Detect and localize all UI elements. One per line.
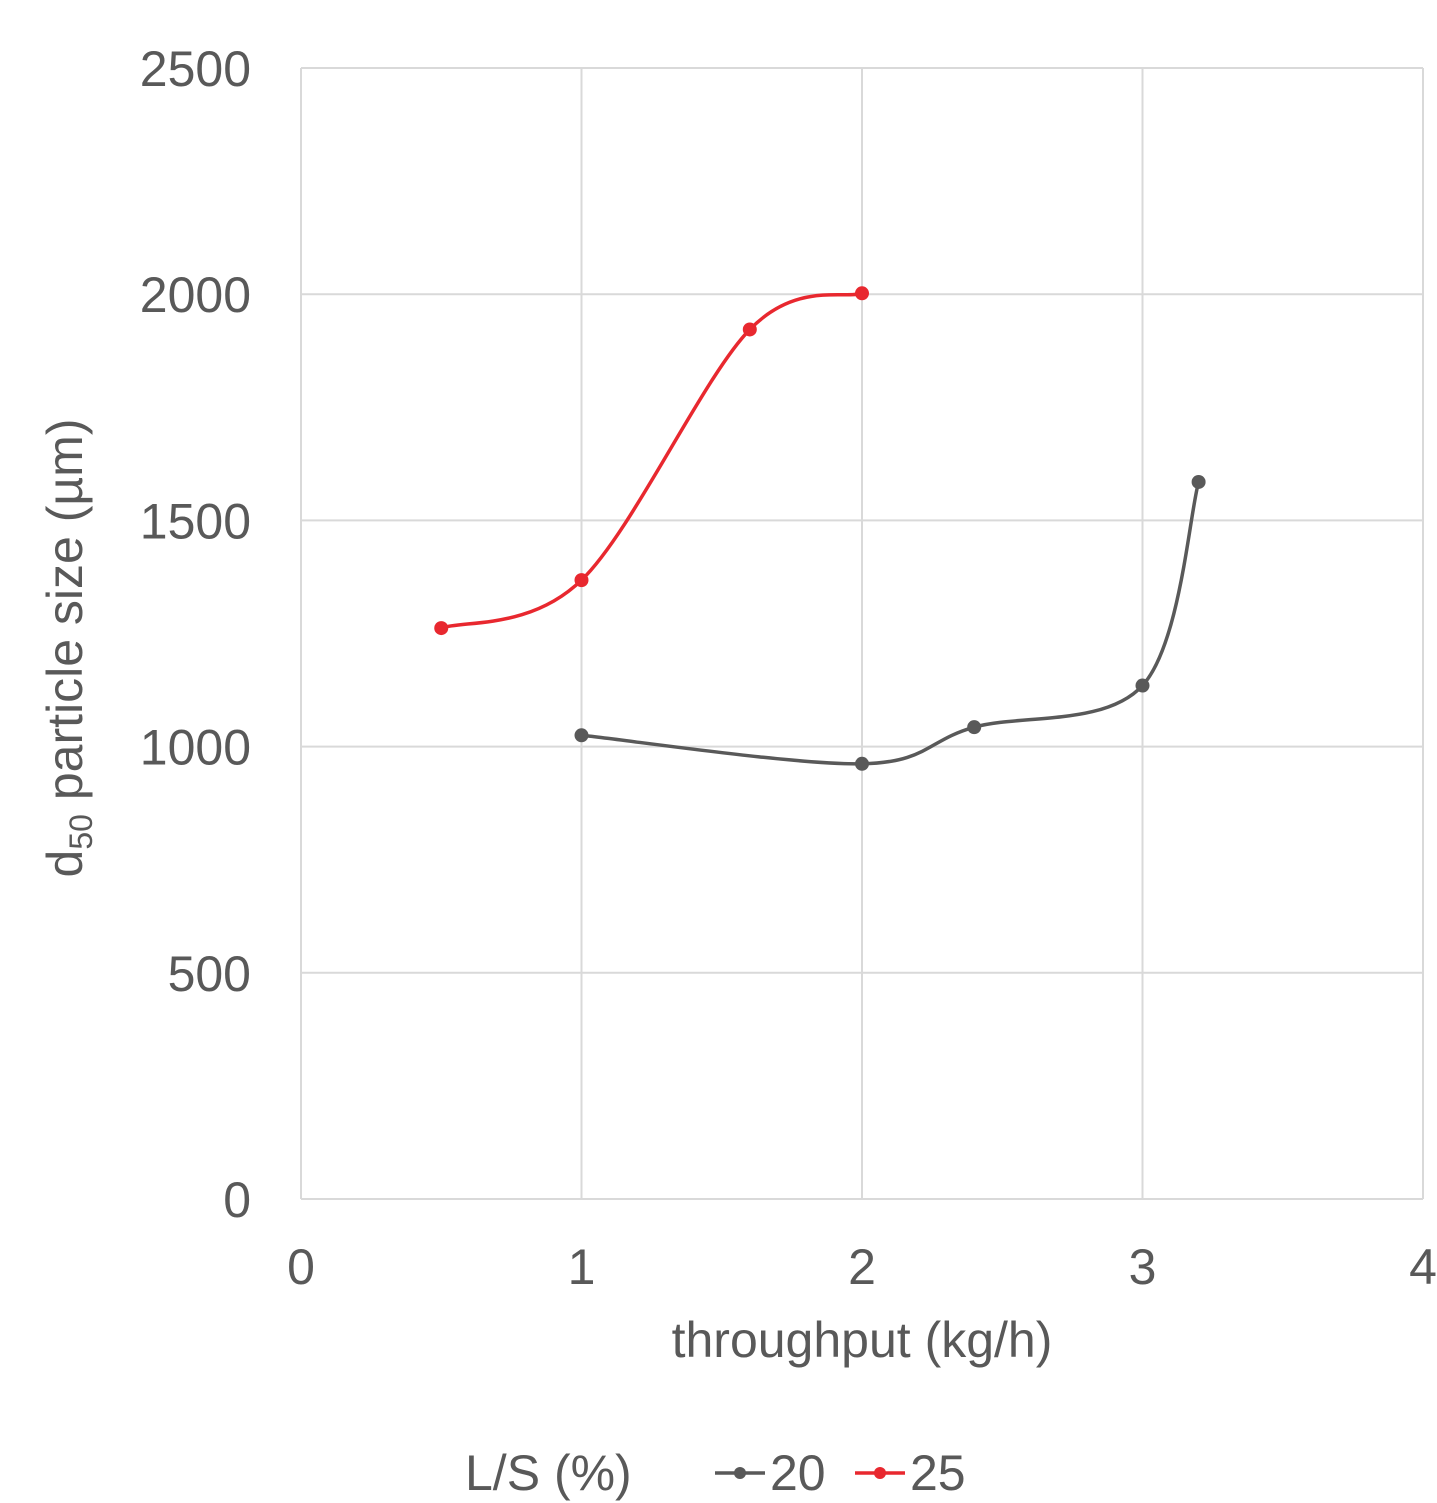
y-tick-label: 1500	[140, 493, 251, 549]
legend-marker-20	[734, 1467, 746, 1479]
data-point-20	[1191, 474, 1206, 489]
y-tick-label: 1000	[140, 720, 251, 776]
legend-item-20: 20	[715, 1445, 826, 1501]
data-point-20	[1135, 678, 1150, 693]
series	[434, 286, 1206, 771]
data-point-25	[574, 573, 589, 588]
data-point-20	[574, 728, 589, 743]
data-point-20	[855, 756, 869, 771]
y-axis-title-rest: particle size (µm)	[37, 419, 93, 815]
legend-label-20: 20	[770, 1445, 826, 1501]
y-axis-title-subscript: 50	[63, 814, 99, 850]
y-tick-label: 0	[223, 1172, 251, 1228]
legend-marker-25	[874, 1467, 886, 1479]
series-20	[574, 474, 1206, 771]
y-axis-title: d50 particle size (µm)	[37, 419, 99, 878]
x-tick-label: 4	[1409, 1239, 1437, 1295]
grid	[300, 67, 1424, 1200]
data-point-20	[967, 720, 982, 735]
legend-label-25: 25	[910, 1445, 966, 1501]
legend-item-25: 25	[855, 1445, 966, 1501]
legend: L/S (%) 20 25	[465, 1445, 966, 1501]
y-axis-title-main: d	[37, 850, 93, 878]
x-tick-label: 0	[287, 1239, 315, 1295]
x-tick-label: 3	[1129, 1239, 1157, 1295]
y-axis-ticks: 0 500 1000 1500 2000 2500	[140, 41, 251, 1228]
x-axis-title: throughput (kg/h)	[672, 1312, 1053, 1368]
x-tick-label: 1	[568, 1239, 596, 1295]
data-point-25	[434, 621, 449, 636]
data-point-25	[742, 322, 757, 337]
x-axis-ticks: 0 1 2 3 4	[287, 1239, 1437, 1295]
x-tick-label: 2	[848, 1239, 876, 1295]
series-25	[434, 286, 869, 636]
y-tick-label: 2000	[140, 267, 251, 323]
y-tick-label: 500	[168, 946, 251, 1002]
y-tick-label: 2500	[140, 41, 251, 97]
legend-title: L/S (%)	[465, 1445, 632, 1501]
series-line-20	[581, 481, 1201, 766]
data-point-25	[855, 286, 869, 301]
series-line-25	[440, 291, 863, 630]
